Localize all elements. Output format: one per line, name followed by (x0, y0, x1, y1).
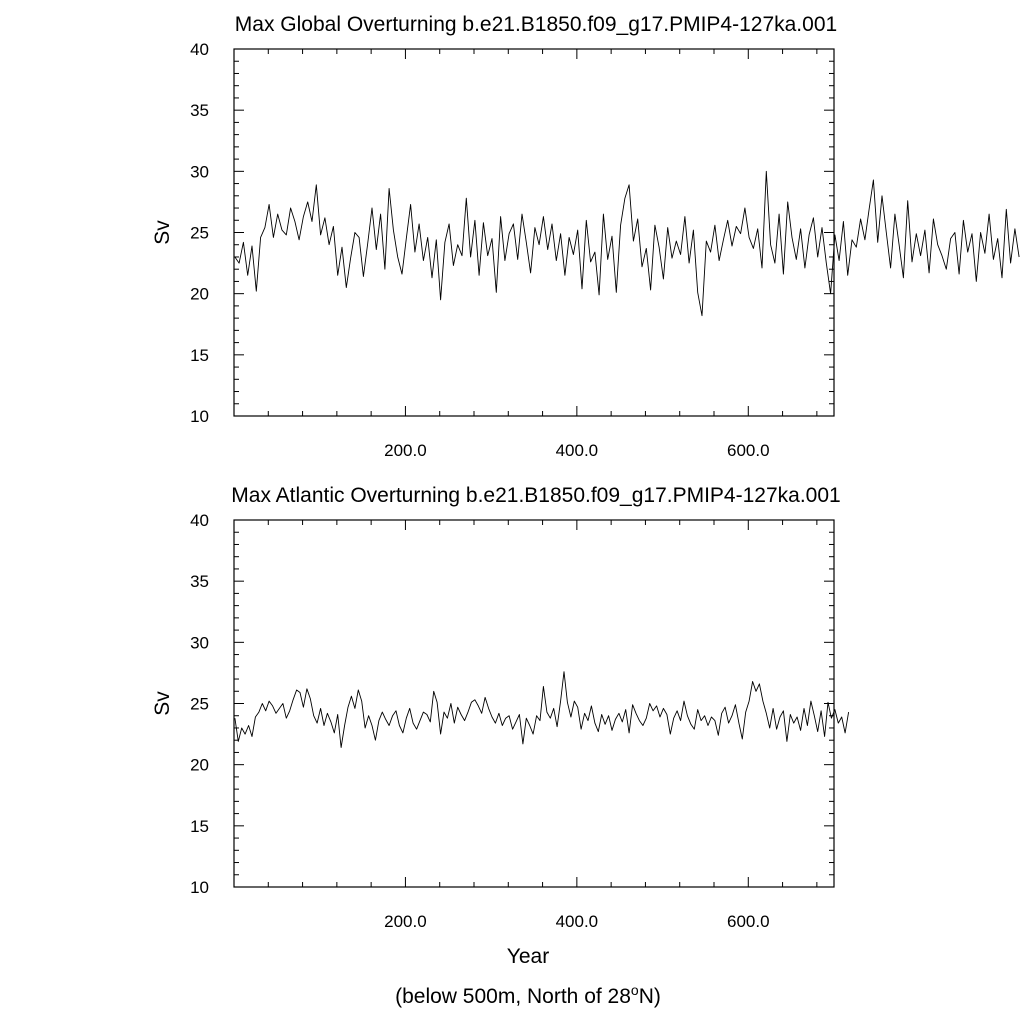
y-tick-label: 25 (190, 224, 209, 243)
y-tick-label: 15 (190, 817, 209, 836)
plot-frame (233, 519, 835, 888)
y-tick-label: 10 (190, 878, 209, 897)
x-tick-label: 400.0 (556, 441, 599, 460)
y-tick-label: 35 (190, 101, 209, 120)
plot-frame (233, 48, 835, 417)
global-overturning-panel: Max Global Overturning b.e21.B1850.f09_g… (151, 13, 1020, 460)
y-tick-label: 20 (190, 285, 209, 304)
y-tick-label: 35 (190, 572, 209, 591)
x-axis-label: Year (507, 945, 549, 968)
atlantic-overturning-panel: Max Atlantic Overturning b.e21.B1850.f09… (151, 484, 850, 931)
chart-title: Max Global Overturning b.e21.B1850.f09_g… (235, 13, 837, 36)
y-tick-label: 40 (190, 511, 209, 530)
x-tick-label: 600.0 (727, 441, 770, 460)
footer-note: (below 500m, North of 28oN) (395, 982, 661, 1008)
x-tick-label: 200.0 (384, 441, 427, 460)
y-tick-label: 15 (190, 346, 209, 365)
y-axis-label: Sv (151, 220, 174, 245)
y-tick-label: 10 (190, 407, 209, 426)
footer-suffix: N) (639, 985, 661, 1008)
footer-prefix: (below 500m, North of 28 (395, 985, 631, 1008)
x-tick-label: 200.0 (384, 912, 427, 931)
footer-superscript: o (631, 982, 639, 998)
x-tick-label: 600.0 (727, 912, 770, 931)
chart-title: Max Atlantic Overturning b.e21.B1850.f09… (231, 484, 840, 507)
y-tick-label: 30 (190, 162, 209, 181)
y-tick-label: 40 (190, 40, 209, 59)
y-tick-label: 30 (190, 633, 209, 652)
y-tick-label: 20 (190, 756, 209, 775)
data-series-line (234, 671, 850, 748)
data-series-line (234, 170, 1020, 317)
y-tick-label: 25 (190, 695, 209, 714)
y-axis-label: Sv (151, 691, 174, 716)
x-tick-label: 400.0 (556, 912, 599, 931)
